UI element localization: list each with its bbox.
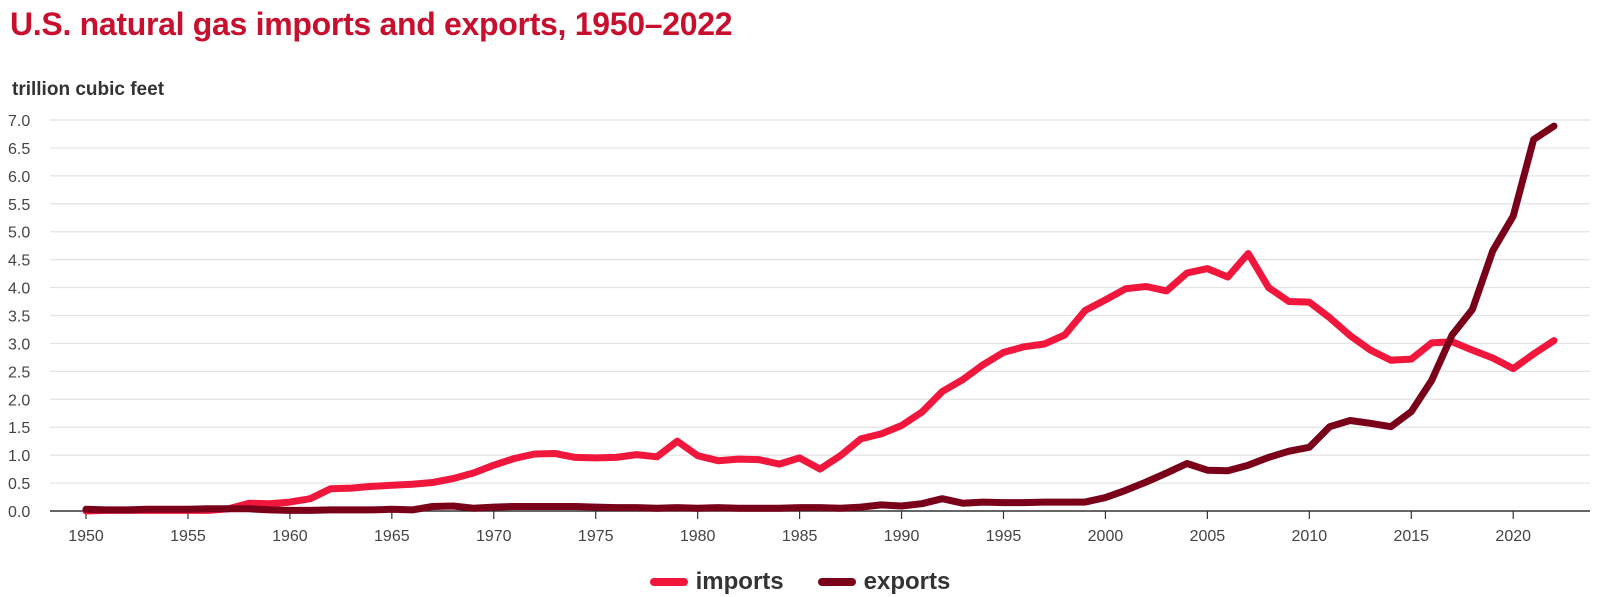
y-tick-label-4.0: 4.0 [8,281,30,298]
x-tick-label-1990: 1990 [884,528,920,545]
x-tick-label-1970: 1970 [476,528,512,545]
y-tick-label-0.0: 0.0 [8,504,30,521]
gridlines [50,119,1590,484]
x-tick-label-1975: 1975 [578,528,614,545]
y-tick-label-6.0: 6.0 [8,169,30,186]
y-tick-label-2.5: 2.5 [8,364,30,381]
x-tick-label-1980: 1980 [680,528,716,545]
legend-swatch-imports [649,578,688,586]
y-tick-label-5.0: 5.0 [8,225,30,242]
legend-item-exports: exports [817,568,951,596]
legend: imports exports [0,568,1600,596]
x-tick-label-1985: 1985 [782,528,818,545]
x-tick-label-1995: 1995 [986,528,1022,545]
x-tick-label-1960: 1960 [272,528,308,545]
y-tick-label-4.5: 4.5 [8,253,30,270]
y-tick-label-0.5: 0.5 [8,476,30,493]
y-tick-label-7.0: 7.0 [8,113,30,130]
x-tick-label-2010: 2010 [1292,528,1328,545]
legend-swatch-exports [817,578,856,586]
line-chart: 0.0 0.5 1.0 1.5 2.0 2.5 3.0 3.5 4.0 4.5 5.0 5.5 6.0 6… [8,113,1590,545]
series-lines [82,122,1558,515]
legend-label-exports: exports [863,568,951,595]
x-tick-label-2000: 2000 [1088,528,1124,545]
y-tick-label-3.0: 3.0 [8,336,30,353]
x-tick-label-1965: 1965 [374,528,410,545]
y-tick-label-6.5: 6.5 [8,141,30,158]
x-tick-label-2005: 2005 [1190,528,1226,545]
x-tick-label-1950: 1950 [68,528,104,545]
y-tick-label-3.5: 3.5 [8,309,30,326]
y-axis-ticks: 0.0 0.5 1.0 1.5 2.0 2.5 3.0 3.5 4.0 4.5 5.0 5.5 6.0 6… [8,113,30,521]
x-tick-label-2020: 2020 [1495,528,1531,545]
x-axis: 1950 1955 1960 1965 1970 1975 1980 1985 1990 1995… [50,510,1590,545]
y-tick-label-1.0: 1.0 [8,448,30,465]
x-tick-label-1955: 1955 [170,528,206,545]
chart-title: U.S. natural gas imports and exports, 19… [10,6,733,42]
y-tick-label-1.5: 1.5 [8,420,30,437]
legend-label-imports: imports [695,568,784,595]
series-line-imports [82,250,1558,515]
series-line-exports [82,122,1558,514]
x-tick-label-2015: 2015 [1393,528,1429,545]
y-tick-label-2.0: 2.0 [8,392,30,409]
y-tick-label-5.5: 5.5 [8,197,30,214]
legend-item-imports: imports [649,568,784,596]
y-axis-unit-label: trillion cubic feet [12,79,165,100]
